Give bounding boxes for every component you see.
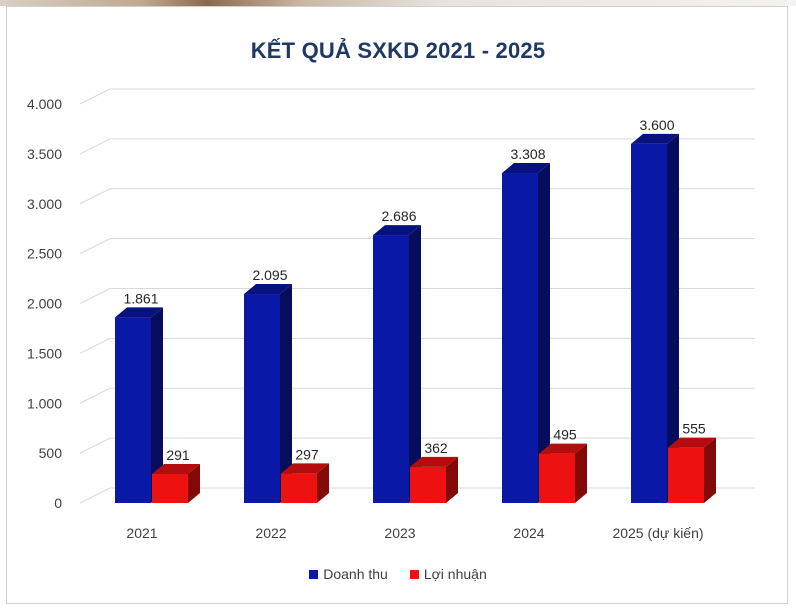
- gridline-depth: [80, 139, 110, 154]
- bar-side-l-i-nhu-n: [575, 444, 587, 503]
- legend-item-doanh-thu: Doanh thu: [309, 566, 388, 582]
- data-label-doanh-thu: 1.861: [123, 290, 158, 306]
- gridline-depth: [80, 189, 110, 204]
- y-tick-label: 2.000: [27, 296, 62, 312]
- y-tick-label: 500: [39, 445, 63, 461]
- y-tick-label: 0: [54, 495, 62, 511]
- x-tick-label: 2023: [384, 525, 415, 541]
- gridline-depth: [80, 289, 110, 304]
- bar-doanh-thu: [373, 235, 409, 503]
- data-label-doanh-thu: 2.095: [252, 267, 287, 283]
- data-label-doanh-thu: 3.308: [510, 146, 545, 162]
- bar-l-i-nhu-n: [539, 454, 575, 503]
- legend-swatch-loi-nhuan: [410, 570, 419, 579]
- gridline-depth: [80, 388, 110, 403]
- bar-doanh-thu: [631, 144, 667, 503]
- data-label-doanh-thu: 2.686: [381, 208, 416, 224]
- gridline-depth: [80, 488, 110, 503]
- legend-swatch-doanh-thu: [309, 570, 318, 579]
- y-tick-label: 3.000: [27, 196, 62, 212]
- bar-side-l-i-nhu-n: [704, 438, 716, 503]
- data-label-l-i-nhu-n: 555: [682, 421, 706, 437]
- legend: Doanh thu Lợi nhuận: [0, 566, 796, 582]
- data-label-l-i-nhu-n: 291: [166, 447, 190, 463]
- y-tick-label: 4.000: [27, 96, 62, 112]
- x-tick-label: 2021: [126, 525, 157, 541]
- data-label-l-i-nhu-n: 362: [424, 440, 448, 456]
- data-label-l-i-nhu-n: 495: [553, 427, 577, 443]
- y-tick-label: 1.500: [27, 345, 62, 361]
- bar-doanh-thu: [115, 317, 151, 503]
- bar-l-i-nhu-n: [410, 467, 446, 503]
- y-tick-label: 2.500: [27, 246, 62, 262]
- bar-l-i-nhu-n: [281, 473, 317, 503]
- y-tick-label: 3.500: [27, 146, 62, 162]
- gridline-depth: [80, 438, 110, 453]
- bar-doanh-thu: [502, 173, 538, 503]
- y-tick-label: 1.000: [27, 395, 62, 411]
- bar-l-i-nhu-n: [668, 448, 704, 503]
- gridline-depth: [80, 89, 110, 104]
- x-tick-label: 2024: [513, 525, 544, 541]
- gridline-depth: [80, 239, 110, 254]
- legend-label-doanh-thu: Doanh thu: [323, 566, 388, 582]
- x-tick-label: 2025 (dự kiến): [612, 525, 703, 541]
- bar-doanh-thu: [244, 294, 280, 503]
- legend-item-loi-nhuan: Lợi nhuận: [410, 566, 487, 582]
- bar-l-i-nhu-n: [152, 474, 188, 503]
- data-label-l-i-nhu-n: 297: [295, 446, 319, 462]
- data-label-doanh-thu: 3.600: [639, 117, 674, 133]
- gridline-depth: [80, 338, 110, 353]
- x-tick-label: 2022: [255, 525, 286, 541]
- legend-label-loi-nhuan: Lợi nhuận: [424, 566, 487, 582]
